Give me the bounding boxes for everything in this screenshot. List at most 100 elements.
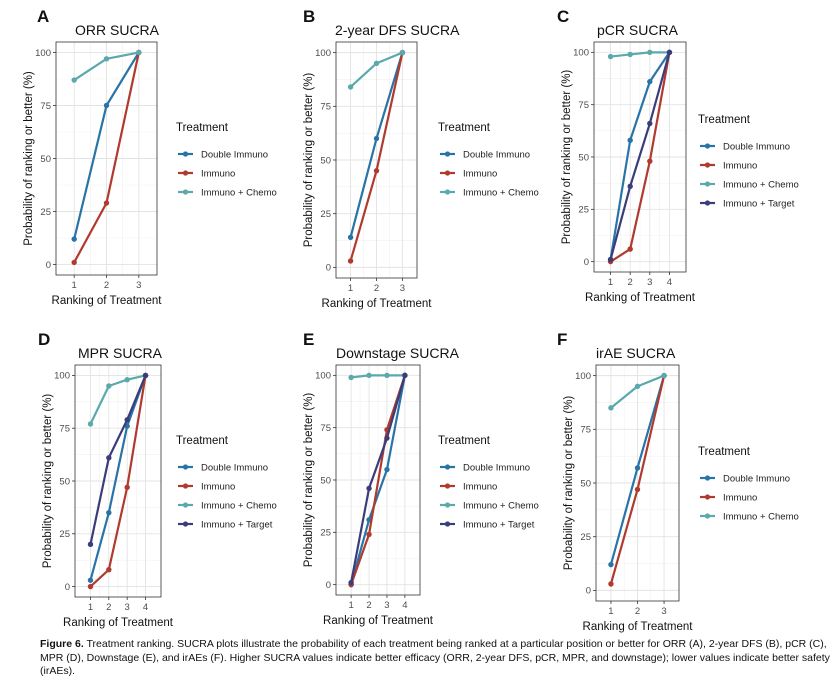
panel-letter: A: [37, 7, 49, 26]
legend-swatch-point: [182, 170, 189, 176]
series-line: [89, 375, 147, 581]
plot-border: [335, 364, 421, 596]
data-point: [348, 579, 354, 586]
data-point: [666, 49, 673, 56]
series-line: [609, 52, 671, 263]
data-point: [106, 509, 112, 516]
y-tick-label: 100: [573, 48, 589, 59]
series-line: [609, 52, 671, 260]
legend-label: Double Immuno: [723, 141, 790, 152]
legend-swatch-point: [182, 189, 189, 195]
y-tick-label: 25: [578, 205, 589, 216]
y-axis-title: Probability of ranking or better (%): [303, 73, 315, 248]
legend-swatch-point: [704, 143, 711, 149]
series-line: [609, 51, 671, 260]
legend: Treatment Double Immuno Immuno Immuno + Che…: [176, 435, 277, 530]
legend-label: Double Immuno: [201, 149, 268, 160]
legend-label: Immuno + Chemo: [723, 179, 799, 190]
y-tick-label: 0: [326, 263, 331, 274]
legend-label: Immuno: [723, 492, 757, 503]
legend-swatch-point: [444, 151, 451, 157]
legend-swatch-point: [444, 502, 451, 508]
y-axis-title: Probability of ranking or better (%): [42, 394, 54, 569]
series-immuno-chemo: [608, 372, 667, 411]
legend-label: Double Immuno: [463, 149, 530, 160]
y-tick-label: 100: [575, 371, 591, 382]
x-tick-label: 3: [661, 606, 666, 617]
data-point: [87, 541, 94, 548]
x-tick-label: 1: [608, 277, 613, 288]
data-point: [647, 120, 653, 127]
legend-swatch-point: [704, 162, 711, 168]
x-tick-label: 3: [400, 283, 405, 294]
data-point: [103, 56, 110, 62]
x-tick-label: 2: [104, 280, 109, 291]
data-point: [627, 51, 633, 58]
panel-letter: F: [557, 330, 567, 349]
plot-border: [74, 364, 162, 598]
y-tick-label: 50: [40, 154, 51, 165]
x-tick-label: 1: [608, 606, 613, 617]
series-line: [89, 375, 147, 545]
data-point: [136, 49, 142, 56]
data-point: [347, 258, 354, 264]
data-point: [627, 183, 633, 190]
series-line: [350, 375, 406, 585]
data-point: [106, 455, 112, 461]
data-point: [106, 383, 112, 389]
legend-swatch-point: [704, 475, 711, 481]
y-tick-label: 75: [320, 423, 331, 434]
legend-swatch-point: [444, 170, 451, 176]
series-line: [350, 375, 406, 583]
y-tick-label: 25: [320, 209, 331, 220]
legend-swatch-point: [704, 494, 711, 500]
series-line: [350, 375, 406, 586]
legend: Treatment Double Immuno Immuno Immuno + Che…: [176, 122, 277, 198]
x-axis-title: Ranking of Treatment: [585, 292, 696, 304]
panel-e: E Downstage SUCRA 0 25 50 75 100 1 2 3 4 Probabilit…: [303, 330, 539, 627]
legend-label: Immuno + Chemo: [723, 511, 799, 522]
legend-title: Treatment: [698, 446, 751, 458]
legend: Treatment Double Immuno Immuno Immuno + Che…: [438, 435, 539, 530]
legend-label: Double Immuno: [723, 473, 790, 484]
y-tick-label: 50: [580, 478, 591, 489]
x-axis-title: Ranking of Treatment: [63, 617, 174, 629]
legend-swatch-point: [182, 464, 189, 470]
x-axis-title: Ranking of Treatment: [323, 615, 434, 627]
data-point: [647, 49, 653, 56]
legend-swatch-point: [182, 502, 189, 508]
data-point: [124, 376, 130, 383]
y-tick-label: 50: [320, 155, 331, 166]
data-point: [106, 566, 112, 573]
legend-label: Immuno + Target: [201, 519, 273, 530]
y-tick-label: 25: [40, 207, 51, 218]
y-tick-label: 25: [59, 529, 70, 540]
caption-text: Treatment ranking. SUCRA plots illustrat…: [40, 638, 830, 677]
series-immuno-target: [87, 372, 149, 548]
y-tick-label: 50: [59, 476, 70, 487]
x-tick-label: 3: [384, 600, 389, 611]
data-point: [627, 137, 633, 143]
data-point: [87, 421, 94, 427]
x-tick-label: 2: [106, 602, 111, 613]
legend-swatch-point: [182, 521, 189, 527]
x-tick-label: 3: [647, 277, 652, 288]
gridlines: [56, 42, 157, 275]
panel-letter: D: [38, 330, 50, 349]
panel-title: Downstage SUCRA: [336, 345, 460, 361]
data-point: [634, 383, 641, 390]
data-point: [71, 259, 77, 266]
data-point: [634, 486, 641, 493]
series-immuno-target: [607, 49, 673, 263]
panel-title: 2-year DFS SUCRA: [335, 22, 460, 38]
legend-swatch-point: [444, 521, 451, 527]
data-point: [608, 561, 614, 568]
y-axis-title: Probability of ranking or better (%): [561, 70, 573, 245]
legend: Treatment Double Immuno Immuno Immuno + Che…: [698, 446, 799, 522]
data-point: [366, 372, 372, 379]
data-point: [87, 583, 94, 590]
panel-title: pCR SUCRA: [597, 22, 679, 38]
series-line: [89, 375, 147, 588]
series-line: [350, 374, 405, 379]
